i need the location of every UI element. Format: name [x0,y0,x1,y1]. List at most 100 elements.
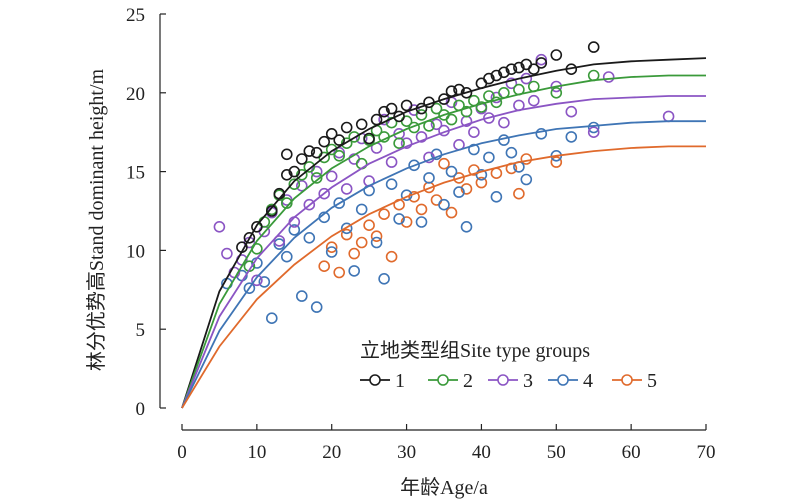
data-point-series-4 [505,146,518,159]
data-point-series-1 [393,110,405,123]
data-point-series-1 [295,153,308,165]
data-point-series-4 [393,213,405,225]
data-point-series-3 [483,112,495,124]
data-point-series-4 [355,203,368,216]
data-point-series-2 [340,137,353,149]
y-axis-title: 林分优势高Stand dominant height/m [85,68,108,371]
data-point-series-3 [295,180,308,192]
data-point-series-1 [587,41,600,53]
data-point-series-3 [602,71,615,83]
data-point-series-2 [333,150,346,162]
data-point-series-4 [310,301,323,313]
data-point-series-2 [460,105,473,118]
data-point-series-1 [280,148,293,161]
data-point-series-3 [565,105,578,118]
data-point-series-1 [251,221,263,233]
data-point-series-3 [430,118,443,131]
data-point-series-1 [378,105,390,118]
data-point-series-1 [527,63,540,75]
x-tick-label: 60 [622,442,641,463]
data-point-series-4 [280,250,293,263]
data-point-series-4 [587,121,600,134]
data-point-series-3 [468,126,480,138]
legend-marker-series-5 [621,374,633,386]
y-tick-label: 0 [136,399,146,420]
data-point-series-5 [520,153,533,165]
data-point-series-2 [415,109,428,121]
data-point-series-5 [340,228,353,241]
data-point-series-4 [333,197,346,209]
legend-label-series-3: 3 [523,370,533,392]
plot-area [181,41,707,409]
data-point-series-5 [348,247,361,260]
data-point-series-3 [400,137,413,149]
x-tick-label: 0 [177,442,187,463]
fit-curve-series-5 [181,145,706,409]
data-point-series-4 [535,128,548,140]
legend-label-series-4: 4 [583,370,593,392]
data-point-series-5 [453,172,465,184]
data-point-series-2 [393,137,405,149]
x-tick-label: 50 [547,442,566,463]
x-tick-label: 40 [472,442,491,463]
data-point-series-5 [475,176,488,189]
data-point-series-1 [490,69,503,82]
data-point-series-4 [325,246,338,258]
data-point-series-1 [498,66,510,79]
data-point-series-2 [475,101,488,113]
data-point-series-2 [303,161,316,173]
data-point-series-3 [251,274,263,287]
data-point-series-4 [348,265,361,277]
data-point-series-2 [288,178,301,190]
fit-curve-series-1 [181,57,707,409]
data-point-series-4 [423,172,435,184]
data-point-series-4 [445,165,458,178]
data-point-series-4 [265,312,278,325]
data-point-series-4 [460,221,473,233]
x-axis-title: 年龄Age/a [400,476,488,499]
data-point-series-5 [333,266,346,279]
data-point-series-4 [340,222,353,235]
data-point-series-1 [325,128,338,140]
data-point-series-2 [430,102,443,115]
data-point-series-3 [535,53,548,66]
data-point-series-4 [273,238,286,250]
data-point-series-4 [408,159,420,172]
data-point-series-4 [385,178,398,190]
data-point-series-3 [662,110,675,123]
data-point-series-4 [565,131,578,143]
data-point-series-1 [340,121,353,134]
fit-curve-series-4 [181,120,706,409]
legend-label-series-2: 2 [463,370,473,392]
data-point-series-4 [258,276,271,288]
data-point-series-3 [318,187,331,200]
data-point-series-1 [333,134,346,146]
x-tick-label: 30 [397,442,416,463]
y-tick-label: 25 [126,5,145,26]
data-point-series-4 [303,232,316,244]
data-point-series-2 [490,96,503,109]
data-point-series-4 [378,272,390,285]
data-point-series-2 [258,216,271,228]
data-point-series-3 [587,126,600,138]
data-point-series-5 [445,206,458,219]
data-point-series-1 [288,165,301,178]
data-point-series-3 [505,77,518,90]
data-point-series-1 [550,49,563,61]
x-tick-label: 10 [247,442,266,463]
data-point-series-1 [513,61,525,74]
data-point-series-2 [498,87,510,99]
y-tick-label: 5 [136,320,146,341]
data-point-series-4 [520,173,533,186]
data-point-series-1 [318,135,331,148]
data-point-series-5 [378,208,390,220]
data-point-series-5 [513,187,525,200]
data-point-series-3 [221,247,233,260]
legend-label-series-1: 1 [395,370,405,392]
data-point-series-5 [490,167,503,179]
data-point-series-4 [288,224,301,236]
data-point-series-4 [475,169,488,181]
data-point-series-2 [310,172,323,184]
data-point-series-3 [415,131,428,143]
